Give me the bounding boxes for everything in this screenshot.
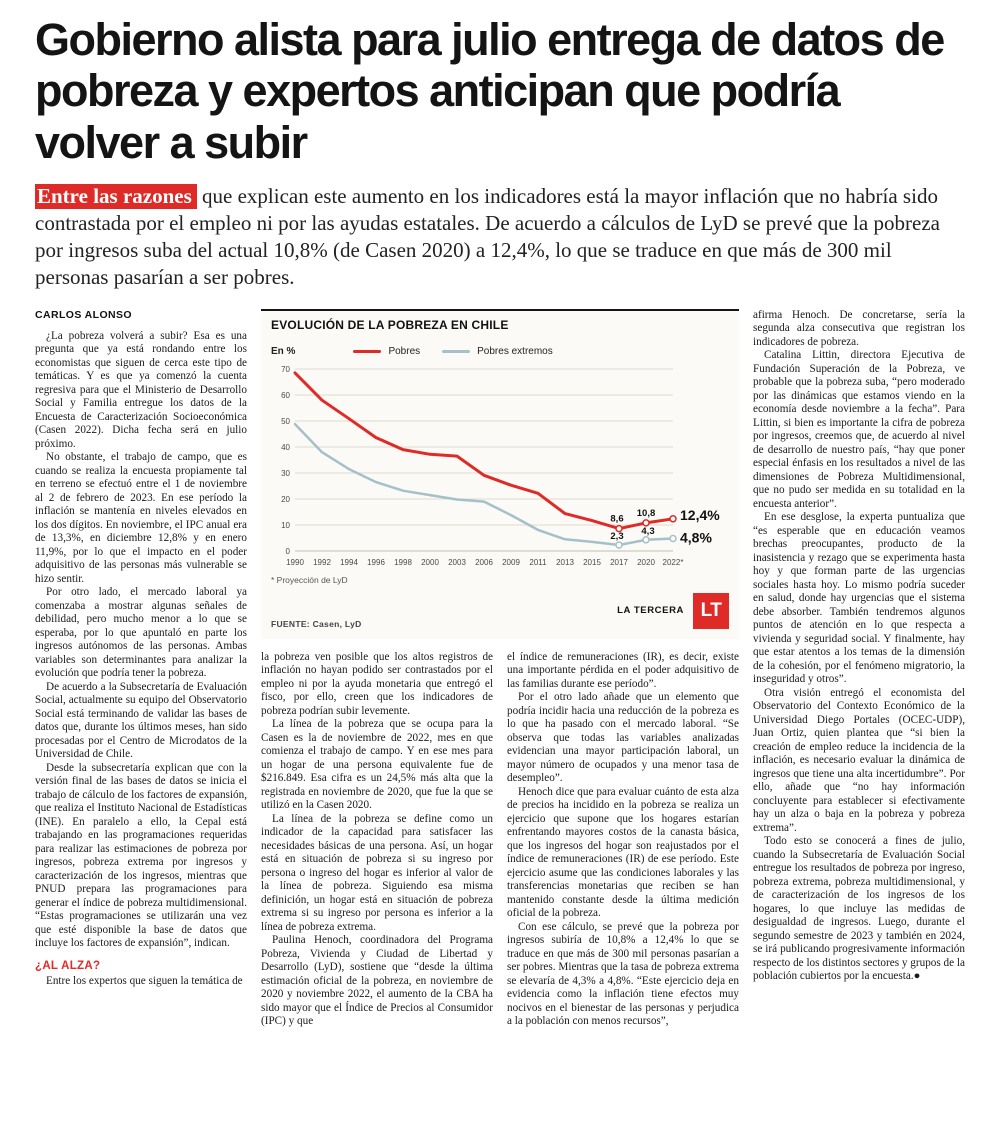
article-paragraph: el índice de remuneraciones (IR), es dec… [507,650,739,690]
article-column-3: el índice de remuneraciones (IR), es dec… [507,651,739,1089]
chart-footnote: * Proyección de LyD [271,574,348,585]
lead-highlight: Entre las razones [35,183,197,209]
svg-text:2000: 2000 [421,558,439,567]
article-paragraph: Por el otro lado añade que un elemento q… [507,691,739,785]
article-column-1: CARLOS ALONSO ¿La pobreza volverá a subi… [35,309,247,1093]
svg-text:2013: 2013 [556,558,574,567]
chart-legend: Pobres Pobres extremos [353,346,553,357]
svg-text:2003: 2003 [448,558,466,567]
article-paragraph: ¿La pobreza volverá a subir? Esa es una … [35,329,247,450]
article-paragraph: Paulina Henoch, coordinadora del Program… [261,934,493,1028]
article-column-middle: EVOLUCIÓN DE LA POBREZA EN CHILE En % Po… [261,308,739,1093]
svg-text:10,8: 10,8 [637,508,656,519]
poverty-chart: EVOLUCIÓN DE LA POBREZA EN CHILE En % Po… [261,308,739,639]
chart-source-row: FUENTE: Casen, LyD LA TERCERA LT [271,592,729,629]
article-paragraph: Entre los expertos que siguen la temátic… [46,974,243,987]
svg-text:30: 30 [281,469,290,478]
article-paragraph: De acuerdo a la Subsecretaría de Evaluac… [35,680,247,761]
svg-text:2009: 2009 [502,558,520,567]
article-paragraph: Henoch dice que para evaluar cuánto de e… [507,785,739,920]
article-paragraph: Catalina Littin, directora Ejecutiva de … [753,349,965,510]
svg-text:2022*: 2022* [663,558,684,567]
svg-text:70: 70 [281,365,290,374]
legend-swatch [353,349,382,353]
article-paragraph: la pobreza ven posible que los altos reg… [261,650,493,717]
svg-text:2015: 2015 [583,558,601,567]
svg-text:12,4%: 12,4% [680,507,720,523]
svg-text:1996: 1996 [367,558,385,567]
article-paragraph: Todo esto se conocerá a fines de julio, … [753,835,965,983]
article-paragraph: La línea de la pobreza se define como un… [261,812,493,933]
lead-text: que explican este aumento en los indicad… [35,183,940,289]
chart-title: EVOLUCIÓN DE LA POBREZA EN CHILE [271,317,509,332]
byline: CARLOS ALONSO [35,308,132,321]
article-paragraph: Por otro lado, el mercado laboral ya com… [35,586,247,680]
svg-text:1990: 1990 [286,558,304,567]
article-paragraph: No obstante, el trabajo de campo, que es… [35,451,247,585]
svg-text:1992: 1992 [313,558,331,567]
chart-source: FUENTE: Casen, LyD [271,618,362,629]
article-paragraph: Otra visión entregó el economista del Ob… [753,686,965,834]
article-paragraph: En ese desglose, la experta puntualiza q… [753,511,965,686]
svg-text:1998: 1998 [394,558,412,567]
article-body: CARLOS ALONSO ¿La pobreza volverá a subi… [35,308,965,1093]
chart-plot-area: 0 10 20 30 40 50 60 70 1990 1992 1994 1996 1998 2000 2… [271,363,729,574]
svg-text:20: 20 [281,495,290,504]
headline: Gobierno alista para julio entrega de da… [35,14,945,168]
svg-text:60: 60 [281,391,290,400]
legend-label: Pobres extremos [477,345,553,357]
svg-text:2006: 2006 [475,558,493,567]
mid-text-columns: la pobreza ven posible que los altos reg… [261,651,739,1089]
legend-label: Pobres [388,345,421,357]
legend-item-pobres: Pobres [353,346,420,357]
svg-text:2020: 2020 [637,558,655,567]
lead-paragraph: Entre las razones que explican este aume… [35,183,965,291]
article-paragraph: Desde la subsecretaría explican que con … [35,761,247,950]
svg-text:50: 50 [281,417,290,426]
publisher-name: LA TERCERA [617,605,684,617]
svg-text:2,3: 2,3 [610,531,623,542]
svg-text:4,8%: 4,8% [680,529,712,545]
svg-text:40: 40 [281,443,290,452]
svg-text:10: 10 [281,521,290,530]
svg-text:2017: 2017 [610,558,628,567]
svg-text:8,6: 8,6 [610,513,623,524]
svg-text:1994: 1994 [340,558,358,567]
article-column-2: la pobreza ven posible que los altos reg… [261,651,493,1089]
svg-text:2011: 2011 [529,558,547,567]
publisher-credit: LA TERCERA LT [617,592,729,629]
legend-swatch [442,350,471,353]
svg-text:0: 0 [286,547,291,556]
legend-item-pobres-extremos: Pobres extremos [442,346,553,357]
section-subhead: ¿AL ALZA? [35,959,101,972]
article-paragraph: Con ese cálculo, se prevé que la pobreza… [507,920,739,1028]
chart-meta-row: En % Pobres Pobres extremos [271,346,729,357]
article-column-4: afirma Henoch. De concretarse, sería la … [753,309,965,1093]
svg-text:4,3: 4,3 [641,526,654,537]
poverty-chart-svg: 0 10 20 30 40 50 60 70 1990 1992 1994 1996 1998 2000 2… [281,365,720,567]
article-paragraph: La línea de la pobreza que se ocupa para… [261,718,493,812]
la-tercera-logo: LT [693,592,729,629]
article-paragraph: afirma Henoch. De concretarse, sería la … [753,308,965,348]
chart-unit-label: En % [271,345,296,357]
